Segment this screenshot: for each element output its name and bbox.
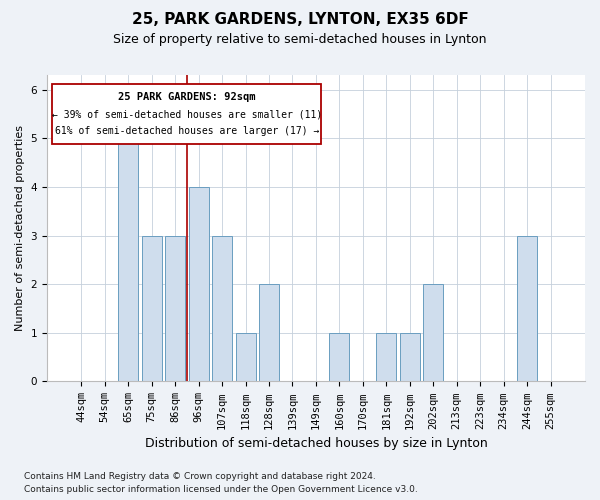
- Bar: [376, 333, 397, 382]
- X-axis label: Distribution of semi-detached houses by size in Lynton: Distribution of semi-detached houses by …: [145, 437, 487, 450]
- Bar: [212, 236, 232, 382]
- Bar: [329, 333, 349, 382]
- Text: 61% of semi-detached houses are larger (17) →: 61% of semi-detached houses are larger (…: [55, 126, 319, 136]
- Bar: [118, 138, 138, 382]
- Text: 25, PARK GARDENS, LYNTON, EX35 6DF: 25, PARK GARDENS, LYNTON, EX35 6DF: [131, 12, 469, 28]
- Text: Contains HM Land Registry data © Crown copyright and database right 2024.: Contains HM Land Registry data © Crown c…: [24, 472, 376, 481]
- Text: 25 PARK GARDENS: 92sqm: 25 PARK GARDENS: 92sqm: [118, 92, 256, 102]
- Bar: [142, 236, 161, 382]
- Bar: [400, 333, 420, 382]
- Bar: [517, 236, 537, 382]
- FancyBboxPatch shape: [52, 84, 322, 144]
- Text: Contains public sector information licensed under the Open Government Licence v3: Contains public sector information licen…: [24, 485, 418, 494]
- Bar: [259, 284, 279, 382]
- Text: ← 39% of semi-detached houses are smaller (11): ← 39% of semi-detached houses are smalle…: [52, 110, 322, 120]
- Bar: [236, 333, 256, 382]
- Bar: [165, 236, 185, 382]
- Text: Size of property relative to semi-detached houses in Lynton: Size of property relative to semi-detach…: [113, 32, 487, 46]
- Bar: [423, 284, 443, 382]
- Y-axis label: Number of semi-detached properties: Number of semi-detached properties: [15, 125, 25, 331]
- Bar: [188, 187, 209, 382]
